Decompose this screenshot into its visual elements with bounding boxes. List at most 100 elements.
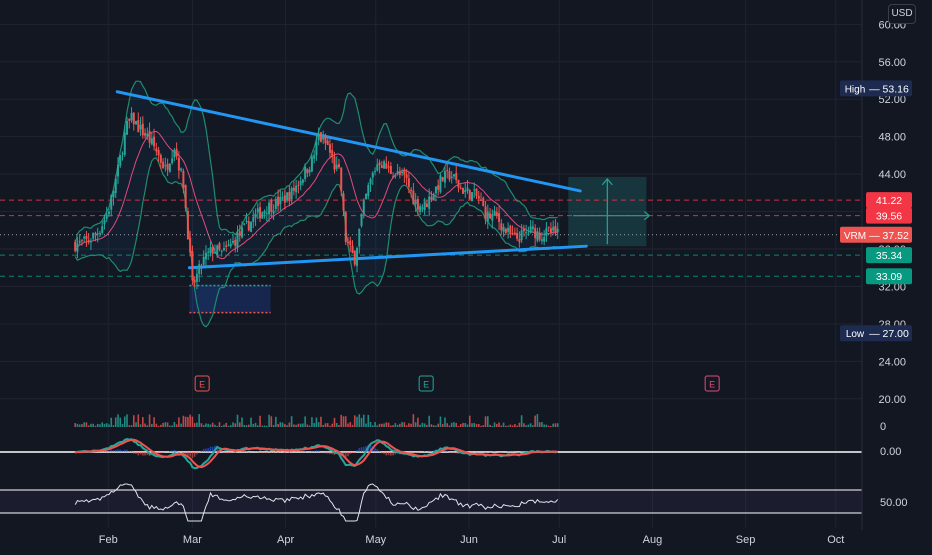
candle-body <box>383 161 385 168</box>
macd-histogram-bar <box>196 452 198 454</box>
macd-histogram-bar <box>311 451 313 452</box>
macd-histogram-bar <box>377 449 379 452</box>
candle-body <box>315 142 317 155</box>
earnings-marker[interactable]: E <box>195 376 209 391</box>
volume-bar <box>201 423 203 427</box>
candle-body <box>496 212 498 216</box>
candle-body <box>352 245 354 252</box>
volume-bar <box>390 426 392 427</box>
volume-bar <box>137 414 139 427</box>
candle-body <box>331 150 333 157</box>
volume-bar <box>99 424 101 427</box>
badge-label: Low <box>846 329 865 340</box>
volume-bar <box>95 426 97 427</box>
volume-bar <box>415 422 417 427</box>
price-badge-value: 33.09 <box>876 271 902 283</box>
volume-bar <box>298 424 300 427</box>
candle-body <box>403 169 405 174</box>
time-tick-label: Sep <box>736 534 756 546</box>
candle-body <box>140 125 142 129</box>
volume-bar <box>349 422 351 427</box>
volume-bar <box>219 422 221 427</box>
candle-body <box>246 221 248 222</box>
candle-body <box>471 192 473 201</box>
volume-bar <box>286 425 288 427</box>
macd-histogram-bar <box>277 452 279 453</box>
candle-body <box>128 119 130 121</box>
candle-body <box>255 214 257 218</box>
candle-body <box>534 228 536 238</box>
volume-bar <box>302 423 304 427</box>
macd-histogram-bar <box>160 452 162 453</box>
volume-bar <box>149 415 151 427</box>
macd-histogram-bar <box>131 451 133 452</box>
volume-bar <box>115 417 117 427</box>
volume-bar <box>158 426 160 427</box>
volume-bar <box>343 416 345 427</box>
candle-body <box>205 253 207 259</box>
currency-button[interactable]: USD <box>888 4 916 24</box>
candle-body <box>209 247 211 253</box>
volume-bar <box>151 424 153 427</box>
earnings-marker-label: E <box>199 380 205 390</box>
candle-body <box>275 199 277 209</box>
volume-bar <box>489 425 491 427</box>
candle-body <box>412 191 414 205</box>
candle-body <box>394 175 396 177</box>
macd-histogram-bar <box>162 452 164 453</box>
volume-bar <box>77 424 79 427</box>
volume-bar <box>183 416 185 427</box>
candle-body <box>295 186 297 192</box>
volume-bar <box>521 415 523 427</box>
macd-histogram-bar <box>379 451 381 452</box>
volume-bar <box>476 424 478 427</box>
candle-body <box>79 241 81 243</box>
candle-body <box>248 221 250 230</box>
volume-bar <box>399 424 401 427</box>
volume-bar <box>241 417 243 427</box>
macd-histogram-bar <box>135 452 137 454</box>
volume-bar <box>189 415 191 427</box>
candle-body <box>372 173 374 178</box>
candle-body <box>97 233 99 234</box>
volume-bar <box>507 426 509 427</box>
candle-body <box>110 195 112 209</box>
earnings-marker[interactable]: E <box>705 376 719 391</box>
candle-body <box>207 252 209 253</box>
candle-body <box>257 208 259 212</box>
macd-histogram-bar <box>113 450 115 452</box>
volume-bar <box>336 423 338 427</box>
candle-body <box>191 251 193 280</box>
volume-bar <box>232 422 234 427</box>
volume-bar <box>147 425 149 427</box>
candle-body <box>261 212 263 218</box>
volume-bar <box>358 414 360 427</box>
candle-body <box>178 158 180 171</box>
macd-histogram-bar <box>259 452 261 453</box>
candle-body <box>112 191 114 197</box>
candle-body <box>345 212 347 242</box>
candle-body <box>90 241 92 243</box>
volume-bar <box>207 424 209 427</box>
candle-body <box>552 227 554 230</box>
candle-body <box>81 240 83 241</box>
candle-body <box>151 138 153 144</box>
macd-histogram-bar <box>392 452 394 455</box>
volume-bar <box>307 424 309 427</box>
candle-body <box>392 176 394 177</box>
earnings-marker[interactable]: E <box>419 376 433 391</box>
candle-body <box>376 164 378 170</box>
volume-bar <box>282 423 284 427</box>
candle-body <box>336 165 338 169</box>
candle-body <box>487 212 489 222</box>
macd-histogram-bar <box>446 451 448 452</box>
candle-body <box>171 158 173 163</box>
macd-histogram-bar <box>246 451 248 452</box>
volume-bar <box>329 426 331 427</box>
volume-bar <box>404 422 406 427</box>
candle-body <box>536 231 538 240</box>
candle-body <box>457 180 459 188</box>
